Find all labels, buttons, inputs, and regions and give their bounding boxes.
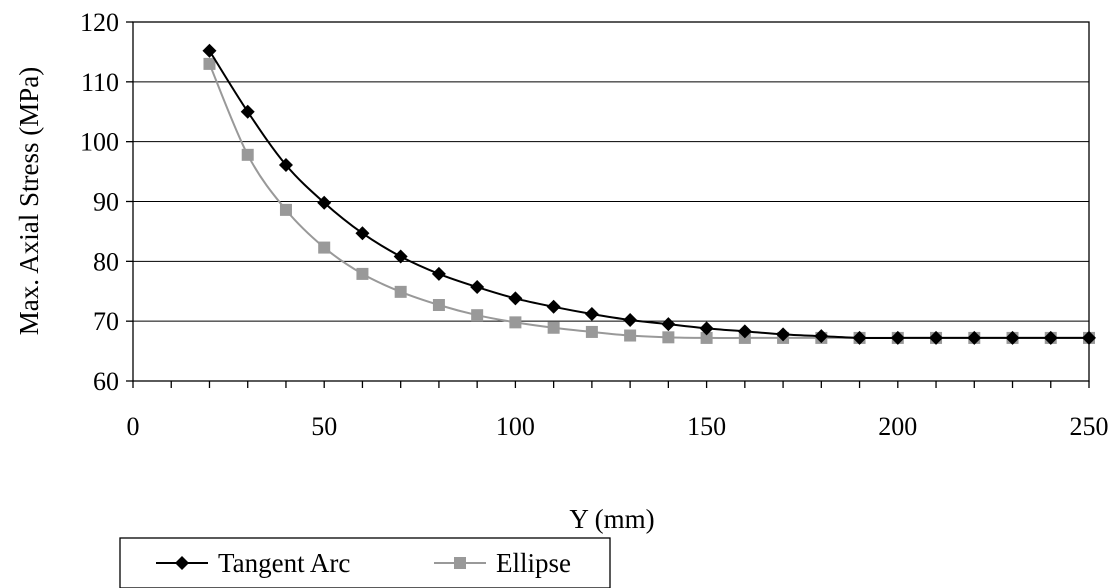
data-point-ellipse (318, 241, 331, 254)
data-point-tangent-arc (317, 195, 332, 210)
gridlines (133, 21, 1089, 322)
x-tick-label: 150 (687, 412, 726, 441)
series-tangent-arc (202, 43, 1096, 345)
data-point-ellipse (509, 316, 522, 329)
data-point-tangent-arc (1043, 330, 1058, 345)
legend-marker-square (454, 557, 466, 569)
y-tick-label: 70 (93, 307, 119, 336)
data-point-ellipse (279, 203, 292, 216)
tick-labels: 60 70 80 90 100 110 120 0 50 100 150 200 250 (80, 8, 1109, 441)
data-point-tangent-arc (431, 266, 446, 281)
legend: Tangent Arc Ellipse (119, 537, 611, 588)
data-point-ellipse (394, 285, 407, 298)
y-tick-label: 100 (80, 128, 119, 157)
data-point-tangent-arc (967, 330, 982, 345)
x-tick-label: 200 (878, 412, 917, 441)
data-point-tangent-arc (1005, 330, 1020, 345)
legend-item-tangent-arc: Tangent Arc (156, 548, 350, 578)
y-tick-label: 90 (93, 188, 119, 217)
series-line-tangent-arc (208, 50, 1089, 340)
data-point-tangent-arc (776, 327, 791, 342)
y-tick-label: 120 (80, 8, 119, 37)
x-tick-label: 100 (496, 412, 535, 441)
axes (126, 21, 1090, 388)
data-point-tangent-arc (890, 330, 905, 345)
data-point-ellipse (356, 267, 369, 280)
y-tick-label: 80 (93, 247, 119, 276)
data-point-tangent-arc (546, 299, 561, 314)
data-point-ellipse (203, 57, 216, 70)
series-layer (202, 43, 1096, 345)
data-point-ellipse (547, 321, 560, 334)
series-ellipse (203, 57, 1095, 344)
legend-item-ellipse: Ellipse (434, 548, 571, 578)
data-point-tangent-arc (623, 312, 638, 327)
data-point-tangent-arc (852, 330, 867, 345)
y-tick-label: 60 (93, 367, 119, 396)
y-tick-label: 110 (81, 68, 119, 97)
data-point-ellipse (585, 325, 598, 338)
data-point-ellipse (432, 299, 445, 312)
data-point-ellipse (624, 329, 637, 342)
data-point-ellipse (471, 309, 484, 322)
data-point-tangent-arc (1082, 330, 1096, 345)
x-tick-label: 50 (311, 412, 337, 441)
legend-label-tangent-arc: Tangent Arc (218, 548, 350, 578)
data-point-tangent-arc (355, 226, 370, 241)
y-axis-title: Max. Axial Stress (MPa) (14, 67, 44, 335)
x-axis-title: Y (mm) (569, 504, 654, 534)
data-point-tangent-arc (584, 306, 599, 321)
x-tick-label: 0 (127, 412, 140, 441)
data-point-tangent-arc (278, 158, 293, 173)
data-point-ellipse (700, 331, 713, 344)
legend-label-ellipse: Ellipse (496, 548, 571, 578)
data-point-tangent-arc (470, 280, 485, 295)
data-point-tangent-arc (202, 43, 217, 58)
data-point-ellipse (662, 331, 675, 344)
data-point-tangent-arc (737, 324, 752, 339)
data-point-tangent-arc (240, 104, 255, 119)
data-point-ellipse (241, 148, 254, 161)
data-point-tangent-arc (699, 321, 714, 336)
x-tick-label: 250 (1070, 412, 1109, 441)
legend-marker-diamond (175, 556, 189, 570)
data-point-tangent-arc (661, 317, 676, 332)
data-point-tangent-arc (814, 329, 829, 344)
data-point-tangent-arc (929, 330, 944, 345)
data-point-tangent-arc (393, 249, 408, 264)
data-point-tangent-arc (508, 291, 523, 306)
series-line-ellipse (208, 63, 1089, 339)
